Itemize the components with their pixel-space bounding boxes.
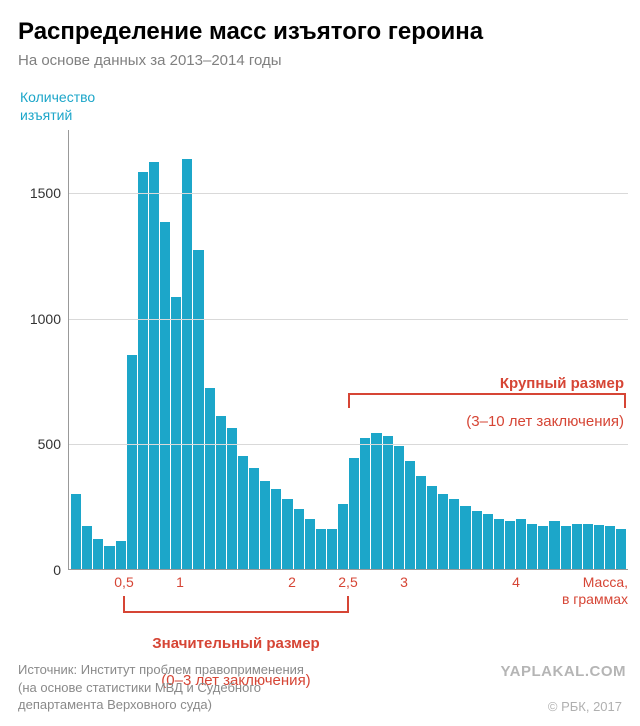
chart-title: Распределение масс изъятого героина [18,18,622,46]
y-axis-title: Количество изъятий [20,89,622,124]
chart-subtitle: На основе данных за 2013–2014 годы [18,52,622,69]
y-tick-label: 0 [21,562,69,578]
bracket-significant [68,130,628,616]
y-tick-label: 1000 [21,311,69,327]
watermark: YAPLAKAL.COM [501,663,626,680]
annotation-significant-title: Значительный размер [152,635,319,654]
y-tick-label: 1500 [21,185,69,201]
y-tick-label: 500 [21,436,69,452]
copyright: © РБК, 2017 [548,699,622,714]
source-text: Источник: Институт проблем правоприменен… [18,661,304,714]
